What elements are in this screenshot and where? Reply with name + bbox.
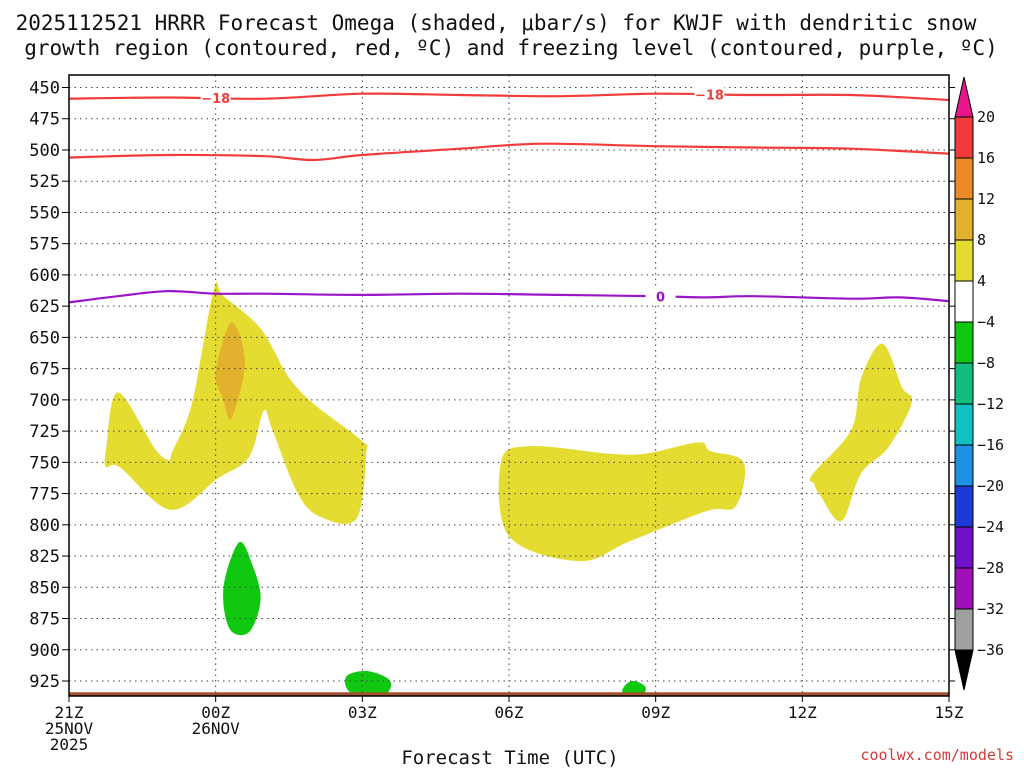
colorbar-segment-10 (954, 485, 974, 528)
x-tick-label-0-2: 25NOV (45, 719, 94, 738)
ground-surface (69, 692, 949, 696)
colorbar-tick-label-8: −12 (977, 395, 1004, 413)
colorbar-segment-8 (954, 403, 974, 446)
chart-title-line-1: 2025112521 HRRR Forecast Omega (shaded, … (16, 11, 977, 35)
colorbar-tick-label-4: 8 (977, 231, 986, 249)
colorbar-tick-label-11: −24 (977, 518, 1004, 536)
x-tick-label-2-1: 03Z (348, 703, 377, 722)
contour-label-bg-dgz-top-2 (694, 86, 725, 103)
y-tick-label-675: 675 (29, 360, 60, 380)
omega-region-6 (344, 670, 392, 696)
y-tick-label-775: 775 (29, 485, 60, 505)
chart-title-line-2: growth region (contoured, red, ºC) and f… (24, 36, 998, 60)
x-axis-label: Forecast Time (UTC) (401, 747, 618, 768)
omega-shading (104, 282, 913, 696)
contour-label-dgz-top-2: −18 (695, 88, 724, 103)
colorbar-segment-2 (954, 157, 974, 200)
contour-dgz-bottom (69, 142, 949, 162)
y-tick-label-650: 650 (29, 328, 60, 348)
y-tick-label-450: 450 (29, 78, 60, 98)
omega-region-7 (622, 680, 646, 696)
x-tick-label-0-3: 2025 (50, 735, 89, 754)
colorbar-tick-label-2: 16 (977, 149, 995, 167)
colorbar-segment-6 (954, 321, 974, 364)
colorbar-tick-label-14: −36 (977, 641, 1004, 659)
colorbar-tick-label-6: −4 (977, 313, 995, 331)
y-tick-label-575: 575 (29, 235, 60, 255)
x-tick-label-5-1: 12Z (788, 703, 817, 722)
contour-label-bg-dgz-top-1 (200, 90, 231, 107)
colorbar-tick-label-10: −20 (977, 477, 1004, 495)
colorbar-tick-label-5: 4 (977, 272, 986, 290)
x-tick-label-4-1: 09Z (641, 703, 670, 722)
y-tick-label-925: 925 (29, 672, 60, 692)
y-tick-label-700: 700 (29, 391, 60, 411)
colorbar-segment-4 (954, 239, 974, 282)
ground-bar (69, 692, 949, 696)
x-tick-label-1-1: 00Z (201, 703, 230, 722)
omega-region-4 (809, 343, 913, 522)
y-tick-label-875: 875 (29, 610, 60, 630)
y-tick-label-475: 475 (29, 110, 60, 130)
contour-label-bg-freezing-level-1 (645, 288, 676, 305)
y-tick-label-525: 525 (29, 172, 60, 192)
y-axis: 450 475 500 525 550 575 600 625 650 675 700 725 750 7… (29, 78, 955, 692)
colorbar-tick-label-9: −16 (977, 436, 1004, 454)
colorbar-overflow-high (954, 76, 974, 118)
y-tick-label-850: 850 (29, 578, 60, 598)
grid-lines (69, 75, 949, 696)
contour-lines: −18 −18 0 (69, 86, 949, 305)
contour-freezing-level (69, 290, 949, 304)
colorbar-segment-1 (954, 116, 974, 159)
colorbar-tick-label-7: −8 (977, 354, 995, 372)
omega-region-2 (215, 322, 245, 420)
credit-text: coolwx.com/models (860, 746, 1014, 764)
colorbar-tick-label-3: 12 (977, 190, 995, 208)
x-tick-label-3-1: 06Z (495, 703, 524, 722)
colorbar: 20 16 12 8 4 −4 −8 −12 −16 −20 −24 −28 −32 −36 (954, 76, 1004, 691)
colorbar-segment-7 (954, 362, 974, 405)
colorbar-segment-3 (954, 198, 974, 241)
colorbar-segment-13 (954, 608, 974, 651)
x-tick-label-6-1: 15Z (935, 703, 964, 722)
colorbar-segment-11 (954, 526, 974, 569)
colorbar-segment-9 (954, 444, 974, 487)
colorbar-tick-label-13: −32 (977, 600, 1004, 618)
y-tick-label-825: 825 (29, 547, 60, 567)
y-tick-label-800: 800 (29, 516, 60, 536)
plot-area: −18 −18 0 (69, 75, 949, 696)
colorbar-tick-label-12: −28 (977, 559, 1004, 577)
y-tick-label-625: 625 (29, 297, 60, 317)
contour-label-freezing-level-1: 0 (656, 290, 665, 305)
x-tick-label-0-1: 21Z (55, 703, 84, 722)
colorbar-tick-label-1: 20 (977, 108, 995, 126)
omega-region-5 (223, 541, 261, 636)
y-tick-label-900: 900 (29, 641, 60, 661)
colorbar-segment-5 (954, 280, 974, 323)
colorbar-overflow-low (954, 649, 974, 691)
y-tick-label-550: 550 (29, 203, 60, 223)
y-tick-label-750: 750 (29, 453, 60, 473)
omega-region-3 (498, 442, 746, 562)
colorbar-segment-12 (954, 567, 974, 610)
y-tick-label-725: 725 (29, 422, 60, 442)
x-tick-label-1-2: 26NOV (192, 719, 241, 738)
contour-label-dgz-top-1: −18 (201, 92, 230, 107)
y-tick-label-600: 600 (29, 266, 60, 286)
y-tick-label-500: 500 (29, 141, 60, 161)
